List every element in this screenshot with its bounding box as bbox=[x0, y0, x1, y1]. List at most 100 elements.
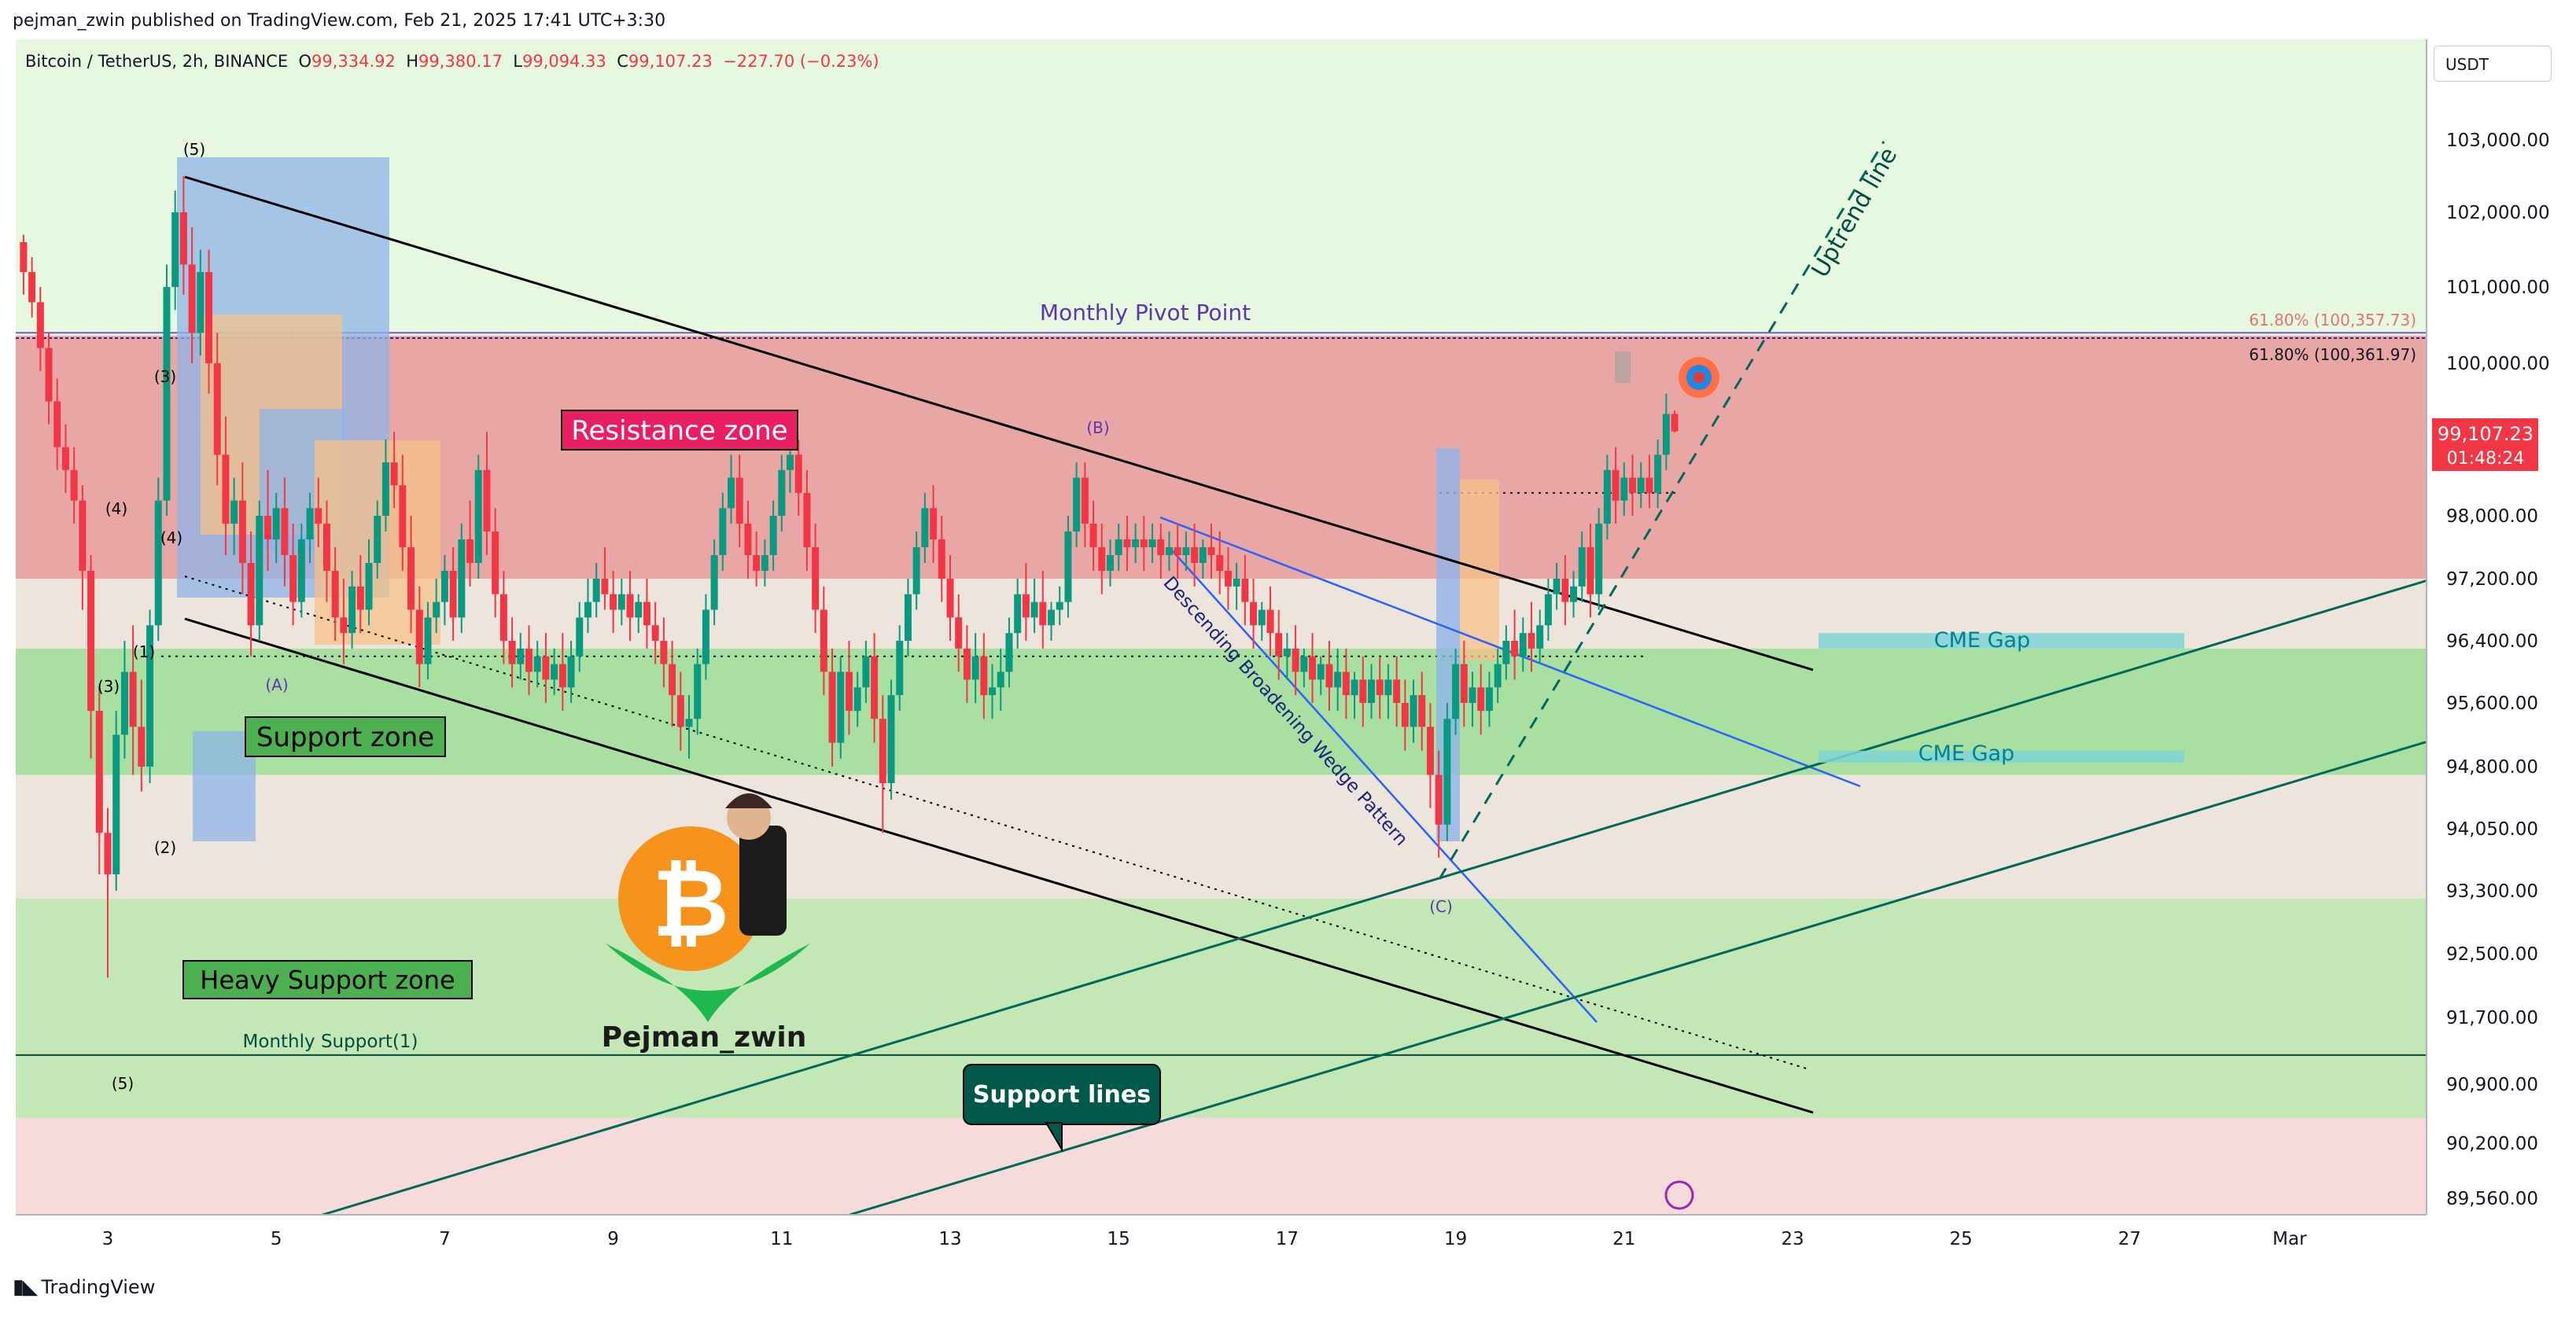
last-price-tag[interactable] bbox=[2432, 418, 2538, 471]
candle[interactable] bbox=[45, 333, 53, 425]
candle[interactable] bbox=[390, 432, 398, 509]
candle[interactable] bbox=[1528, 601, 1535, 672]
candle[interactable] bbox=[1030, 579, 1038, 634]
candle[interactable] bbox=[1283, 633, 1291, 680]
candle[interactable] bbox=[1645, 454, 1653, 509]
candle[interactable] bbox=[610, 571, 617, 634]
candle[interactable] bbox=[1325, 641, 1333, 712]
candle-layer[interactable] bbox=[20, 176, 1679, 978]
candle[interactable] bbox=[1671, 410, 1679, 432]
candle[interactable] bbox=[989, 664, 997, 719]
candle[interactable] bbox=[492, 508, 499, 618]
candle[interactable] bbox=[381, 440, 389, 532]
candle[interactable] bbox=[896, 625, 904, 712]
candle[interactable] bbox=[761, 539, 768, 587]
candle[interactable] bbox=[1469, 671, 1476, 727]
candle[interactable] bbox=[904, 579, 912, 657]
candle[interactable] bbox=[794, 440, 802, 516]
candle[interactable] bbox=[660, 617, 668, 688]
candle[interactable] bbox=[558, 633, 566, 712]
candle[interactable] bbox=[887, 679, 895, 800]
candle[interactable] bbox=[1511, 609, 1519, 680]
candle[interactable] bbox=[1536, 609, 1544, 664]
candle[interactable] bbox=[1048, 601, 1056, 641]
candle[interactable] bbox=[651, 601, 659, 664]
candle[interactable] bbox=[592, 563, 600, 618]
candle[interactable] bbox=[938, 516, 945, 602]
candle[interactable] bbox=[79, 485, 87, 610]
tradingview-logo[interactable]: ▮◣ TradingView bbox=[13, 1275, 155, 1299]
candle[interactable] bbox=[508, 617, 516, 688]
candle[interactable] bbox=[205, 249, 213, 394]
candle[interactable] bbox=[356, 555, 364, 634]
candle[interactable] bbox=[1561, 555, 1569, 626]
candle[interactable] bbox=[179, 176, 187, 295]
candle[interactable] bbox=[1544, 579, 1552, 641]
candle[interactable] bbox=[803, 469, 811, 571]
candle[interactable] bbox=[272, 492, 280, 563]
candle[interactable] bbox=[1359, 656, 1367, 727]
candle[interactable] bbox=[1502, 625, 1510, 680]
candle[interactable] bbox=[365, 539, 373, 626]
candle[interactable] bbox=[1595, 508, 1603, 610]
candle[interactable] bbox=[112, 711, 120, 891]
candle[interactable] bbox=[1351, 671, 1358, 719]
candle[interactable] bbox=[1435, 750, 1443, 858]
candle[interactable] bbox=[1384, 664, 1392, 719]
candle[interactable] bbox=[517, 633, 525, 680]
candle[interactable] bbox=[1081, 462, 1089, 547]
candle[interactable] bbox=[812, 524, 820, 634]
candle[interactable] bbox=[289, 524, 297, 626]
candle[interactable] bbox=[1056, 586, 1063, 626]
candle[interactable] bbox=[1123, 516, 1131, 571]
candle[interactable] bbox=[1022, 563, 1030, 641]
candle[interactable] bbox=[1292, 625, 1299, 696]
candle[interactable] bbox=[1485, 671, 1493, 727]
candle[interactable] bbox=[1224, 547, 1232, 610]
candle[interactable] bbox=[407, 516, 415, 634]
candle[interactable] bbox=[702, 594, 709, 680]
candle[interactable] bbox=[104, 807, 112, 978]
candle[interactable] bbox=[946, 555, 954, 641]
candle[interactable] bbox=[1578, 532, 1586, 602]
candle[interactable] bbox=[197, 249, 205, 356]
candle[interactable] bbox=[433, 579, 440, 634]
candle[interactable] bbox=[331, 547, 339, 641]
candle[interactable] bbox=[1629, 454, 1637, 516]
candle[interactable] bbox=[1132, 524, 1140, 563]
candle[interactable] bbox=[643, 579, 650, 649]
candle[interactable] bbox=[297, 524, 305, 618]
candle[interactable] bbox=[1005, 617, 1013, 688]
candle[interactable] bbox=[567, 641, 575, 703]
candle[interactable] bbox=[1064, 516, 1072, 618]
candle[interactable] bbox=[1309, 633, 1317, 703]
candle[interactable] bbox=[778, 454, 786, 532]
candle[interactable] bbox=[1300, 648, 1308, 688]
candle[interactable] bbox=[415, 586, 423, 688]
candle[interactable] bbox=[921, 492, 929, 563]
candle[interactable] bbox=[163, 264, 171, 517]
candle[interactable] bbox=[584, 579, 591, 634]
candle[interactable] bbox=[1241, 555, 1249, 626]
candle[interactable] bbox=[95, 687, 103, 874]
candle[interactable] bbox=[576, 601, 584, 672]
candle[interactable] bbox=[1426, 703, 1434, 808]
candle[interactable] bbox=[912, 532, 920, 610]
candle[interactable] bbox=[28, 257, 36, 318]
candle[interactable] bbox=[1174, 524, 1181, 579]
candle[interactable] bbox=[1233, 563, 1240, 610]
candle[interactable] bbox=[1098, 524, 1106, 594]
candle[interactable] bbox=[1199, 539, 1207, 579]
candle[interactable] bbox=[879, 695, 886, 833]
candle[interactable] bbox=[1266, 586, 1274, 657]
candle[interactable] bbox=[1570, 571, 1578, 618]
candle[interactable] bbox=[1443, 703, 1451, 841]
candle[interactable] bbox=[449, 547, 457, 641]
candle[interactable] bbox=[458, 524, 466, 634]
candle[interactable] bbox=[1165, 532, 1173, 571]
candle[interactable] bbox=[820, 586, 827, 696]
candle[interactable] bbox=[322, 500, 330, 602]
candle[interactable] bbox=[188, 227, 196, 363]
candle[interactable] bbox=[1603, 454, 1611, 539]
